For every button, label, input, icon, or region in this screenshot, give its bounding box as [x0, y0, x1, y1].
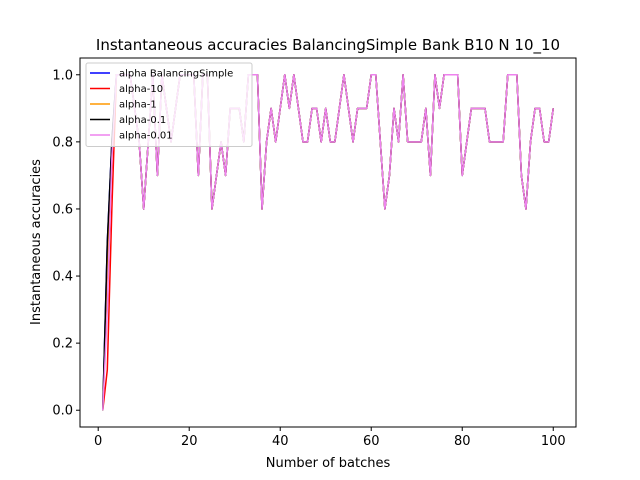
legend-entry: alpha-10 — [119, 84, 163, 95]
y-axis-label: Instantaneous accuracies — [29, 159, 44, 325]
y-tick-label: 0.8 — [52, 135, 73, 150]
legend-entry: alpha-0.1 — [119, 115, 166, 126]
x-tick-label: 40 — [272, 434, 289, 449]
x-tick-label: 80 — [454, 434, 471, 449]
y-tick-label: 0.6 — [52, 202, 73, 217]
legend-box — [85, 62, 253, 147]
legend: alpha BalancingSimple alpha-10 alpha-1 alph… — [85, 62, 253, 147]
x-tick-label: 60 — [363, 434, 380, 449]
chart-title: Instantaneous accuracies BalancingSimple… — [96, 36, 560, 55]
axes-layer: 0 20 40 60 80 100 0.0 0.2 0.4 0.6 0.8 1.0 — [52, 57, 577, 449]
plot-frame — [79, 57, 577, 428]
y-tick-label: 0.4 — [52, 270, 73, 285]
x-tick-label: 0 — [94, 434, 102, 449]
legend-entry: alpha BalancingSimple — [119, 69, 233, 80]
legend-entry: alpha-1 — [119, 100, 157, 111]
x-tick-label: 20 — [181, 434, 198, 449]
y-tick-label: 1.0 — [52, 68, 73, 83]
x-tick-label: 100 — [541, 434, 566, 449]
y-tick-label: 0.0 — [52, 404, 73, 419]
y-tick-label: 0.2 — [52, 337, 73, 352]
legend-entry: alpha-0.01 — [119, 131, 173, 142]
x-axis-label: Number of batches — [266, 456, 391, 471]
